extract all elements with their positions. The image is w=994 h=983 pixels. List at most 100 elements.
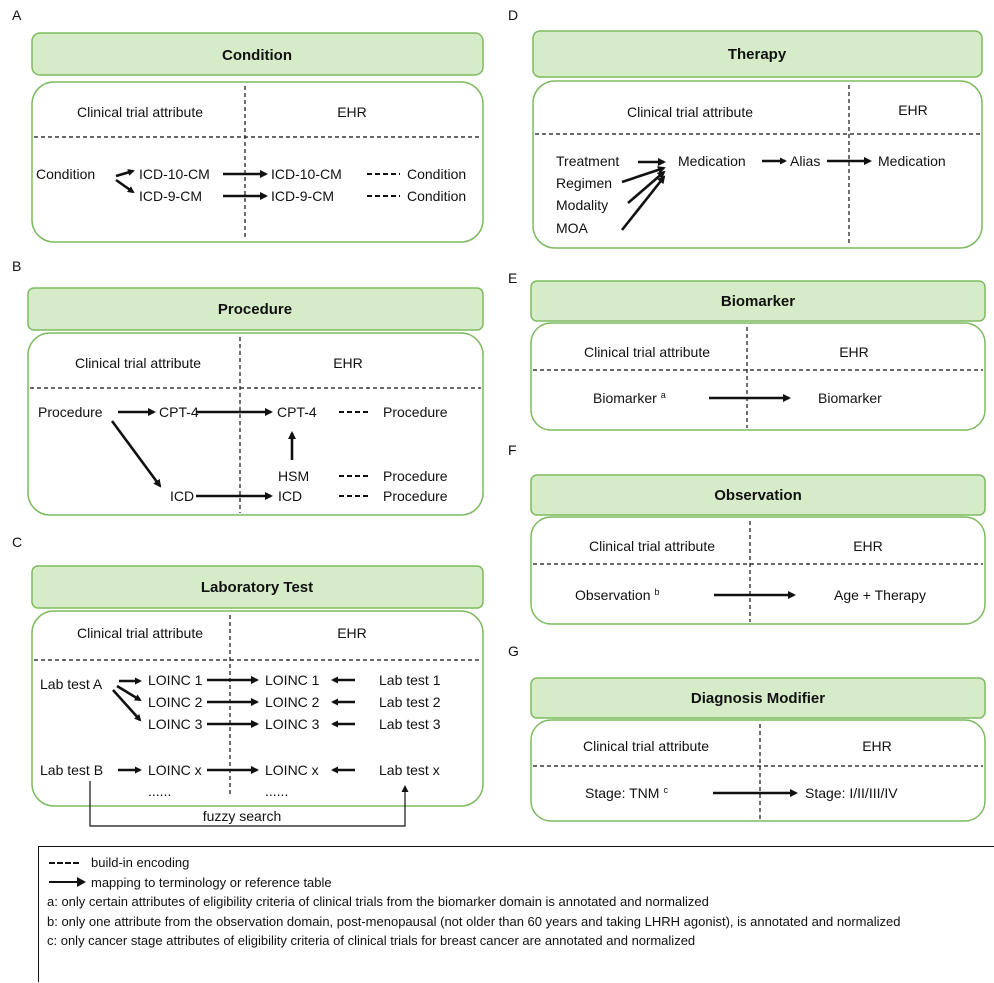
procedure-target-icd: Procedure	[383, 488, 448, 504]
panel-letter-b: B	[12, 258, 21, 274]
lab-title: Laboratory Test	[201, 579, 313, 596]
lab-loinc-mid-2: LOINC 2	[265, 694, 320, 710]
therapy-source-regimen: Regimen	[556, 175, 612, 191]
panel-observation: F Observation Clinical trial attribute E…	[508, 442, 986, 625]
condition-header	[31, 32, 484, 76]
lab-loinc-x-ehr: LOINC x	[265, 762, 319, 778]
condition-col-left: Clinical trial attribute	[77, 104, 203, 120]
solid-arrow-icon	[47, 877, 87, 888]
therapy-source-modality: Modality	[556, 197, 608, 213]
condition-icd9-ehr: ICD-9-CM	[271, 188, 334, 204]
lab-loinc-mid-3: LOINC 3	[265, 716, 320, 732]
therapy-col-right: EHR	[898, 102, 928, 118]
observation-source: Observation b	[575, 587, 660, 603]
diagnosis-col-right: EHR	[862, 738, 892, 754]
observation-target: Age + Therapy	[834, 587, 926, 603]
observation-body	[530, 516, 986, 625]
procedure-header	[27, 287, 484, 331]
therapy-arrow-regimen	[621, 166, 666, 184]
panel-letter-e: E	[508, 270, 517, 286]
lab-col-left: Clinical trial attribute	[77, 625, 203, 641]
panel-diagnosis-modifier: G Diagnosis Modifier Clinical trial attr…	[508, 643, 986, 822]
procedure-hsm: HSM	[278, 468, 309, 484]
therapy-col-left: Clinical trial attribute	[627, 104, 753, 120]
observation-title: Observation	[714, 487, 802, 504]
procedure-cpt-ehr: CPT-4	[277, 404, 317, 420]
biomarker-footnote-a: a	[661, 390, 666, 400]
lab-ellipsis-mid: ......	[265, 783, 288, 799]
therapy-arrow-moa	[620, 175, 666, 231]
lab-loinc-left-1: LOINC 1	[148, 672, 203, 688]
lab-test-a: Lab test A	[40, 676, 103, 692]
observation-header	[530, 474, 986, 516]
diagnosis-target: Stage: I/II/III/IV	[805, 785, 898, 801]
biomarker-target: Biomarker	[818, 390, 882, 406]
condition-body	[31, 81, 484, 243]
diagnosis-title: Diagnosis Modifier	[691, 690, 825, 707]
condition-target-2: Condition	[407, 188, 466, 204]
legend-solid-label: mapping to terminology or reference tabl…	[91, 874, 332, 890]
lab-test-b: Lab test B	[40, 762, 103, 778]
procedure-icd: ICD	[170, 488, 194, 504]
condition-arrow-to-icd10	[115, 169, 135, 178]
diagnosis-body	[530, 719, 986, 822]
biomarker-col-left: Clinical trial attribute	[584, 344, 710, 360]
observation-col-left: Clinical trial attribute	[589, 538, 715, 554]
biomarker-title: Biomarker	[721, 293, 795, 310]
lab-test-right-1: Lab test 1	[379, 672, 441, 688]
dashed-line-icon	[47, 858, 87, 868]
procedure-cpt: CPT-4	[159, 404, 199, 420]
panel-letter-g: G	[508, 643, 519, 659]
biomarker-source-text: Biomarker	[593, 390, 657, 406]
observation-footnote-b: b	[654, 587, 659, 597]
procedure-title: Procedure	[218, 301, 292, 318]
panel-letter-d: D	[508, 7, 518, 23]
diagnosis-footnote-c: c	[663, 785, 668, 795]
procedure-col-left: Clinical trial attribute	[75, 355, 201, 371]
panel-condition: A Condition Clinical trial attribute EHR…	[12, 7, 484, 243]
lab-fuzzy-label: fuzzy search	[203, 808, 282, 824]
panel-letter-c: C	[12, 534, 22, 550]
lab-header	[31, 565, 484, 609]
diagnosis-source-text: Stage: TNM	[585, 785, 659, 801]
diagnosis-header	[530, 677, 986, 719]
condition-source: Condition	[36, 166, 95, 182]
procedure-body	[27, 332, 484, 516]
lab-col-right: EHR	[337, 625, 367, 641]
therapy-source-treatment: Treatment	[556, 153, 619, 169]
diagnosis-source: Stage: TNM c	[585, 785, 668, 801]
procedure-icd-ehr: ICD	[278, 488, 302, 504]
biomarker-header	[530, 280, 986, 322]
lab-fuzzy-connector	[89, 781, 409, 827]
panel-therapy: D Therapy Clinical trial attribute EHR T…	[508, 7, 983, 249]
therapy-alias: Alias	[790, 153, 820, 169]
legend-note-a: a: only certain attributes of eligibilit…	[47, 894, 709, 909]
lab-test-right-3: Lab test 3	[379, 716, 441, 732]
procedure-source: Procedure	[38, 404, 103, 420]
observation-col-right: EHR	[853, 538, 883, 554]
lab-test-x: Lab test x	[379, 762, 440, 778]
procedure-col-right: EHR	[333, 355, 363, 371]
therapy-header	[532, 30, 983, 78]
condition-arrow-to-icd9	[115, 178, 135, 194]
diagnosis-col-left: Clinical trial attribute	[583, 738, 709, 754]
procedure-target-cpt: Procedure	[383, 404, 448, 420]
lab-loinc-mid-1: LOINC 1	[265, 672, 320, 688]
biomarker-col-right: EHR	[839, 344, 869, 360]
condition-icd10-ehr: ICD-10-CM	[271, 166, 342, 182]
lab-arrow-a-2	[116, 684, 142, 702]
lab-test-right-2: Lab test 2	[379, 694, 441, 710]
condition-icd9: ICD-9-CM	[139, 188, 202, 204]
lab-loinc-left-2: LOINC 2	[148, 694, 203, 710]
therapy-medication: Medication	[678, 153, 746, 169]
therapy-body	[532, 80, 983, 249]
legend: build-in encoding mapping to terminology…	[38, 846, 994, 982]
lab-arrow-a-3	[112, 689, 142, 722]
condition-target-1: Condition	[407, 166, 466, 182]
lab-loinc-left-3: LOINC 3	[148, 716, 203, 732]
biomarker-source: Biomarker a	[593, 390, 666, 406]
procedure-target-hsm: Procedure	[383, 468, 448, 484]
therapy-source-moa: MOA	[556, 220, 589, 236]
legend-note-b: b: only one attribute from the observati…	[47, 913, 901, 929]
panel-procedure: B Procedure Clinical trial attribute EHR…	[12, 258, 484, 516]
